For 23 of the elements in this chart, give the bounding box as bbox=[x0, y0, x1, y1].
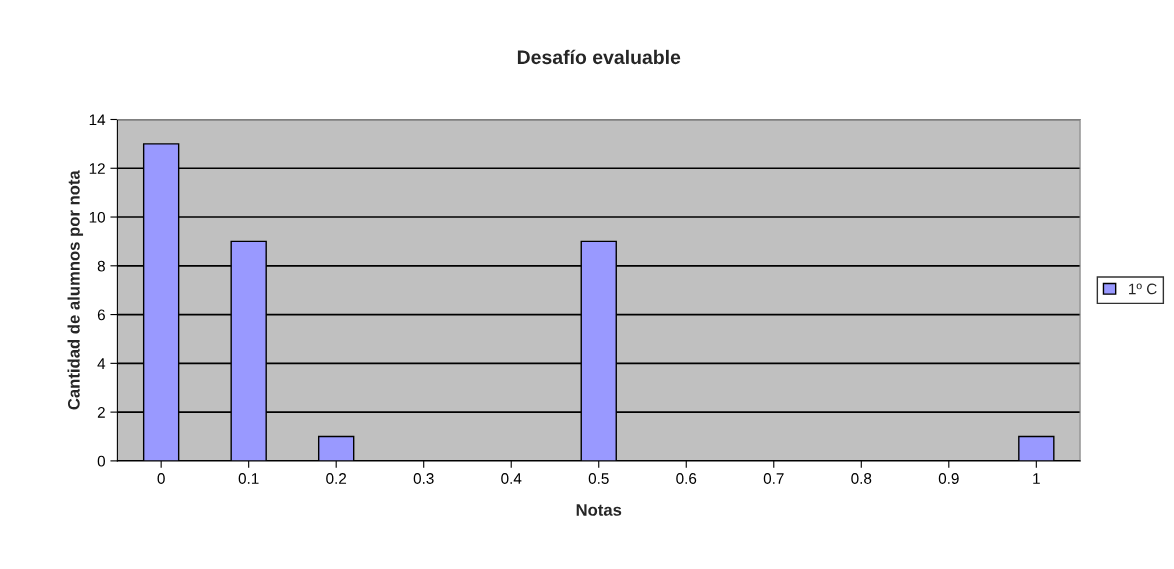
y-tick-label: 6 bbox=[97, 309, 105, 321]
y-tick-label: 2 bbox=[97, 406, 105, 418]
x-tick-label: 1 bbox=[1033, 473, 1040, 484]
x-tick-label: 0 bbox=[157, 473, 165, 484]
x-tick-label: 0.1 bbox=[238, 473, 259, 484]
x-axis-title: Notas bbox=[576, 504, 622, 516]
x-tick-label: 0.2 bbox=[326, 473, 347, 484]
y-tick-label: 12 bbox=[89, 163, 105, 174]
y-tick-label: 14 bbox=[89, 114, 106, 126]
x-tick-label: 0.8 bbox=[851, 473, 872, 484]
x-tick-label: 0.9 bbox=[938, 473, 959, 484]
chart-title: Desafío evaluable bbox=[517, 49, 681, 65]
x-tick-label: 0.6 bbox=[676, 473, 697, 484]
y-axis-title: Cantidad de alumnos por nota bbox=[67, 170, 84, 410]
y-tick-label: 0 bbox=[97, 455, 105, 467]
x-tick-label: 0.7 bbox=[763, 473, 784, 484]
x-tick-label: 0.3 bbox=[413, 473, 434, 484]
x-tick-label: 0.5 bbox=[588, 473, 609, 484]
legend-label: 1º C bbox=[1129, 283, 1157, 295]
x-tick-label: 0.4 bbox=[501, 473, 522, 484]
y-tick-label: 8 bbox=[97, 260, 105, 272]
y-tick-label: 10 bbox=[89, 211, 105, 223]
y-tick-label: 4 bbox=[97, 358, 106, 369]
